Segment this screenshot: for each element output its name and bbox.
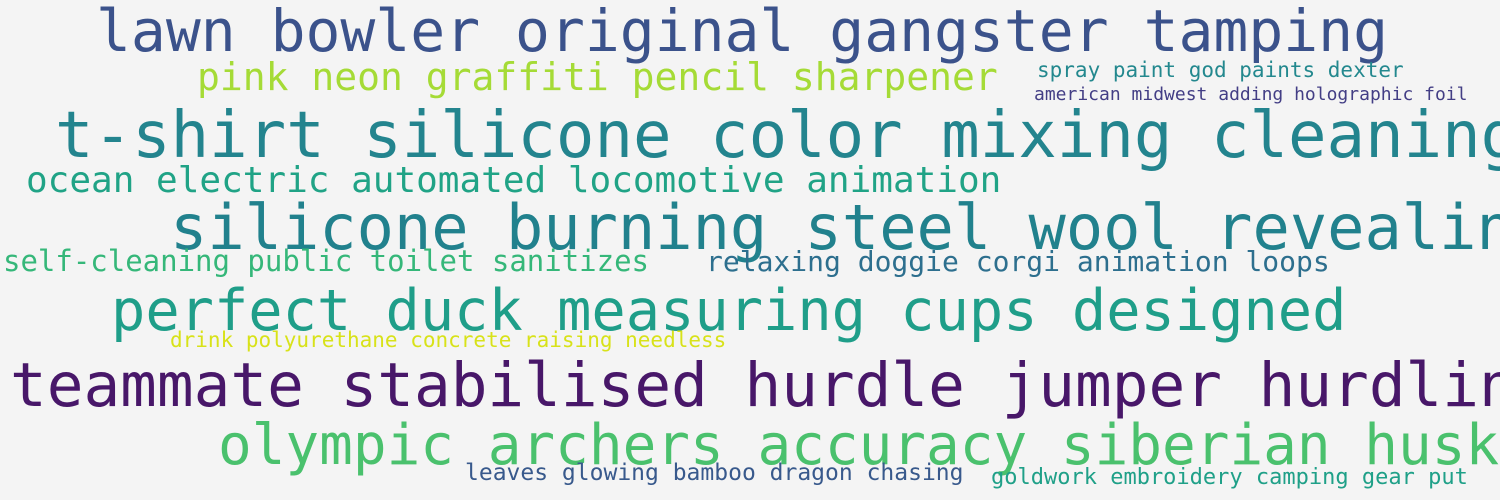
phrase-goldwork: goldwork embroidery camping gear put <box>991 465 1468 490</box>
phrase-teammate: teammate stabilised hurdle jumper hurdli… <box>10 350 1500 421</box>
phrase-leaves-glowing: leaves glowing bamboo dragon chasing <box>465 460 964 486</box>
phrase-ocean-electric: ocean electric automated locomotive anim… <box>26 160 1002 201</box>
phrase-silicone-burning: silicone burning steel wool revealing <box>170 191 1500 264</box>
phrase-american-midwest: american midwest adding holographic foil <box>1034 84 1468 105</box>
phrase-self-cleaning: self-cleaning public toilet sanitizes <box>3 244 650 278</box>
phrase-perfect-duck: perfect duck measuring cups designed <box>111 278 1347 344</box>
phrase-pink-neon: pink neon graffiti pencil sharpener <box>197 55 998 99</box>
phrase-lawn-bowler: lawn bowler original gangster tamping <box>96 0 1389 65</box>
phrase-tshirt-silicone: t-shirt silicone color mixing cleaning <box>55 99 1500 173</box>
phrase-relaxing-doggie: relaxing doggie corgi animation loops <box>706 245 1330 278</box>
phrase-spray-paint: spray paint god paints dexter <box>1037 58 1404 82</box>
phrase-drink-polyurethane: drink polyurethane concrete raising need… <box>170 328 727 352</box>
phrase-olympic-archers: olympic archers accuracy siberian husky <box>218 413 1500 478</box>
